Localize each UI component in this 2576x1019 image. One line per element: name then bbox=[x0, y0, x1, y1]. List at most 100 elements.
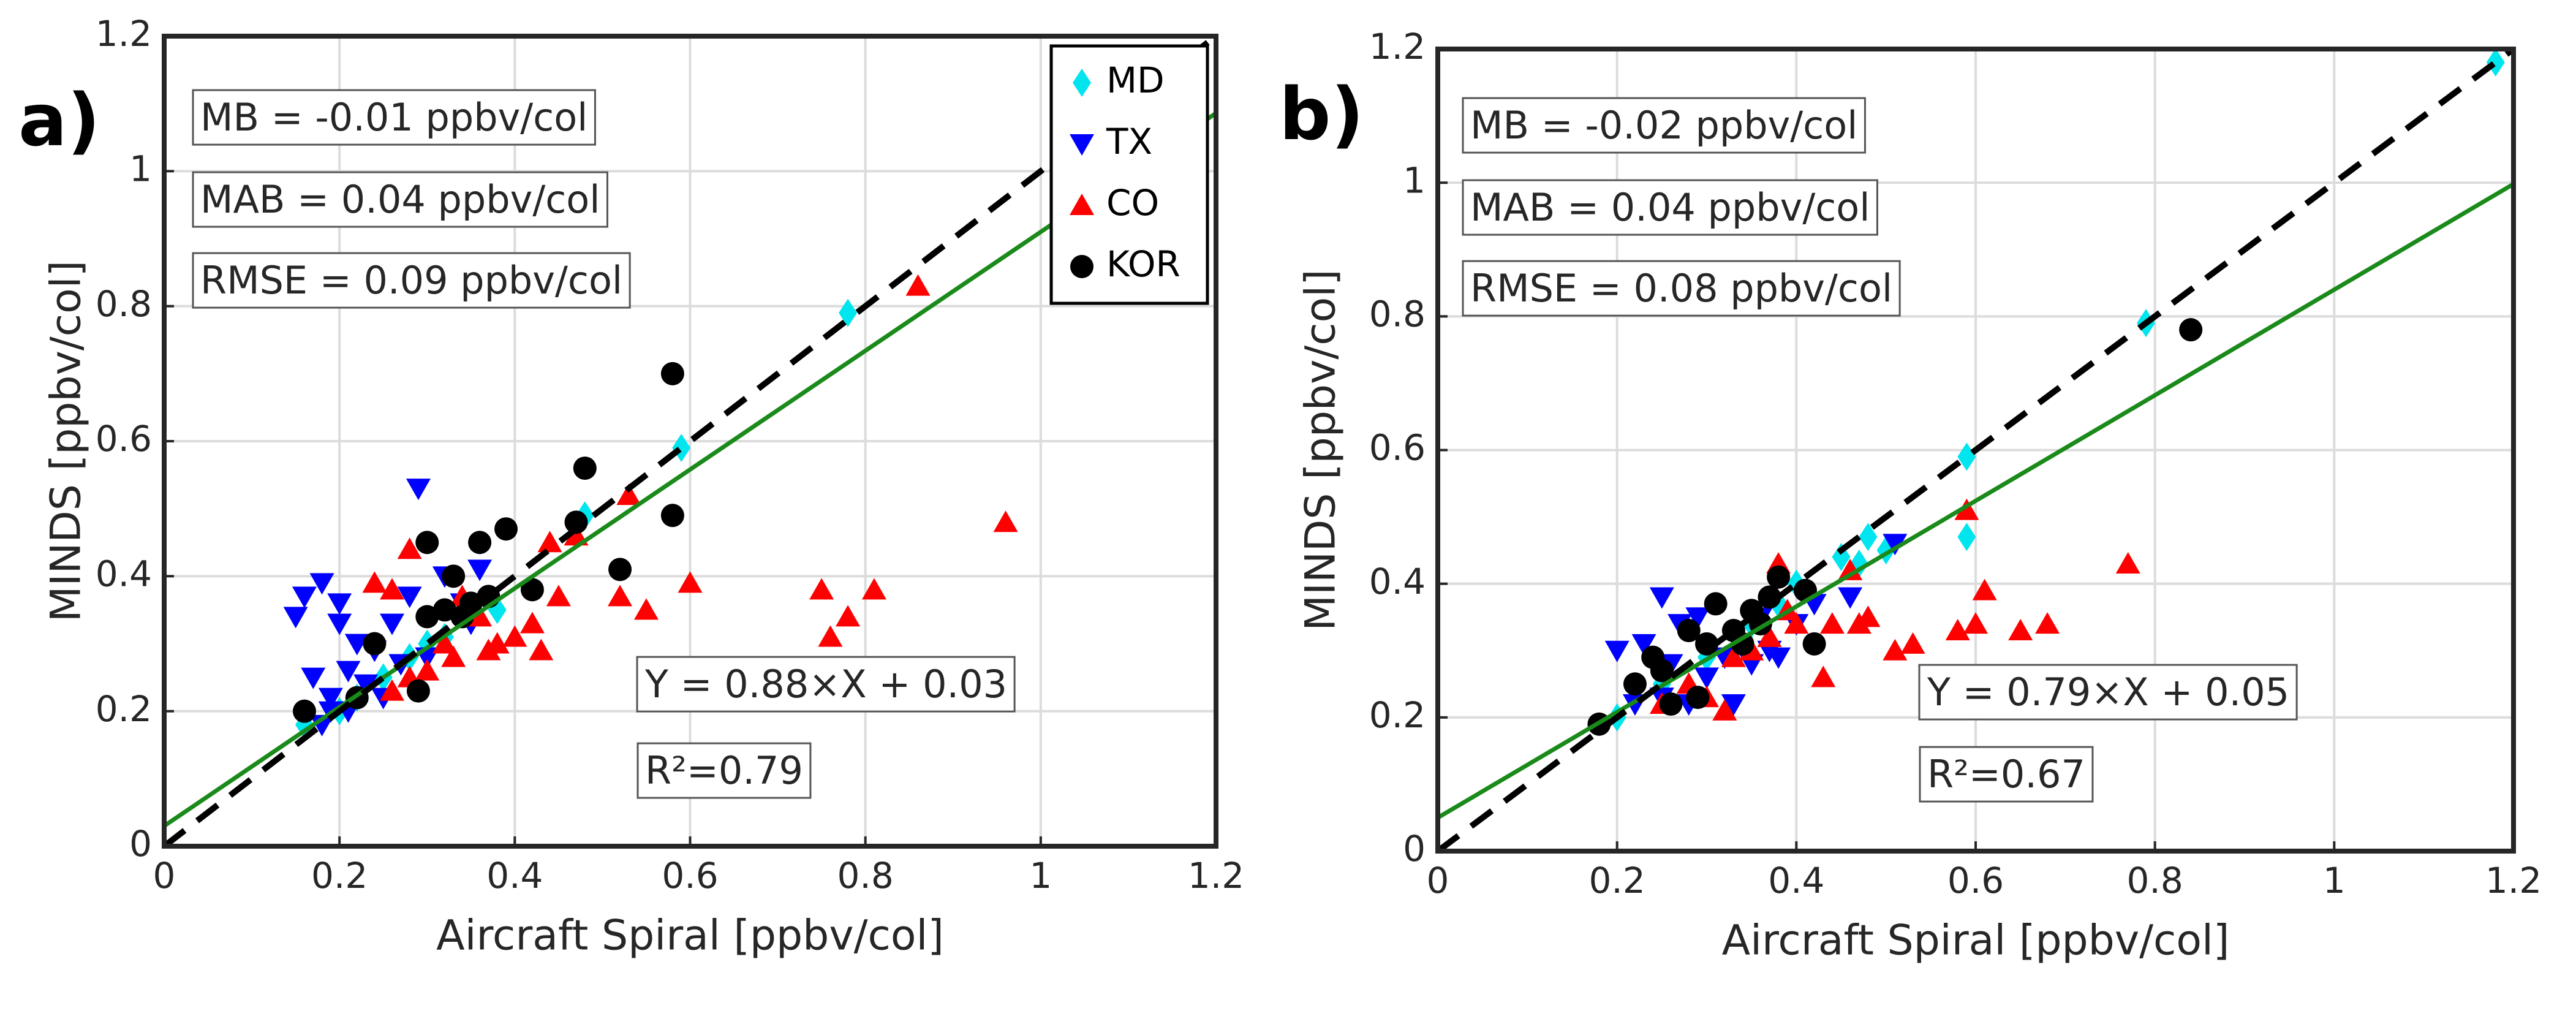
marker bbox=[1677, 619, 1701, 643]
marker bbox=[1802, 632, 1826, 656]
marker bbox=[1070, 255, 1093, 278]
annotation: MB = -0.02 ppbv/col bbox=[1470, 103, 1857, 148]
marker bbox=[476, 638, 501, 661]
marker bbox=[362, 571, 387, 593]
marker bbox=[633, 598, 659, 620]
marker bbox=[1957, 442, 1976, 471]
annotation: R²=0.79 bbox=[645, 748, 803, 793]
marker bbox=[336, 661, 361, 683]
marker bbox=[1767, 565, 1791, 589]
marker bbox=[467, 605, 493, 627]
marker bbox=[441, 645, 466, 667]
marker bbox=[1070, 134, 1094, 156]
marker bbox=[660, 362, 684, 385]
panel: 0 0.2 0.4 0.6 0.8 1 1.2 0 0.2 0.4 0.6 0.8 1 1.2 Aircra… bbox=[1279, 26, 2542, 964]
annotation-box bbox=[192, 89, 596, 146]
y-tick-label: 0 bbox=[1403, 828, 1426, 869]
marker bbox=[608, 558, 632, 581]
marker bbox=[406, 679, 430, 703]
x-tick-label: 0.2 bbox=[311, 855, 368, 896]
annotation-box bbox=[192, 252, 631, 309]
marker bbox=[836, 605, 861, 627]
y-tick-label: 1.2 bbox=[96, 13, 152, 55]
annotation-box bbox=[636, 656, 1016, 713]
marker bbox=[1972, 578, 1997, 600]
marker bbox=[546, 585, 571, 607]
marker bbox=[380, 613, 405, 635]
marker bbox=[2035, 612, 2060, 634]
marker bbox=[1721, 694, 1746, 716]
x-tick-label: 1 bbox=[2323, 860, 2346, 901]
marker bbox=[1650, 659, 1674, 683]
y-axis-label: MINDS [ppbv/col] bbox=[1297, 269, 1345, 631]
annotation-box bbox=[636, 742, 812, 799]
marker bbox=[1070, 194, 1094, 215]
marker bbox=[2179, 318, 2203, 342]
y-tick-label: 0.4 bbox=[1369, 561, 1426, 602]
y-tick-label: 0.6 bbox=[1369, 427, 1426, 469]
y-tick-label: 0.4 bbox=[96, 553, 152, 594]
marker bbox=[1704, 592, 1728, 616]
marker bbox=[415, 659, 440, 681]
marker bbox=[1883, 638, 1908, 661]
marker bbox=[397, 537, 422, 559]
marker bbox=[818, 625, 843, 647]
annotation: MAB = 0.04 ppbv/col bbox=[200, 177, 600, 222]
x-axis-label: Aircraft Spiral [ppbv/col] bbox=[436, 912, 944, 960]
marker bbox=[1649, 587, 1674, 609]
marker bbox=[1811, 665, 1836, 688]
marker bbox=[415, 531, 439, 555]
annotation: RMSE = 0.08 ppbv/col bbox=[1470, 266, 1892, 311]
x-tick-label: 1.2 bbox=[2485, 860, 2542, 901]
marker bbox=[1073, 69, 1091, 97]
marker bbox=[672, 434, 691, 463]
marker bbox=[2115, 551, 2140, 574]
x-tick-label: 0 bbox=[1427, 860, 1449, 901]
annotation-box bbox=[1462, 179, 1878, 236]
marker bbox=[380, 679, 405, 701]
marker bbox=[363, 632, 387, 656]
y-axis-label: MINDS [ppbv/col] bbox=[42, 260, 91, 622]
annotation-box bbox=[1462, 260, 1901, 317]
y-tick-label: 0 bbox=[129, 823, 152, 865]
marker bbox=[1766, 647, 1791, 669]
x-tick-label: 0 bbox=[153, 855, 176, 896]
plot-area bbox=[1438, 49, 2514, 851]
marker bbox=[442, 564, 466, 588]
annotation-box bbox=[1918, 664, 2298, 721]
marker bbox=[309, 573, 334, 595]
marker bbox=[301, 667, 326, 689]
marker bbox=[1604, 640, 1630, 662]
marker bbox=[839, 298, 858, 327]
x-tick-label: 0.4 bbox=[486, 855, 543, 896]
marker bbox=[1954, 498, 1979, 520]
marker bbox=[309, 714, 334, 737]
annotation-box bbox=[1919, 746, 2094, 803]
marker bbox=[327, 613, 352, 635]
annotation: MAB = 0.04 ppbv/col bbox=[1470, 185, 1870, 230]
x-tick-label: 0.6 bbox=[662, 855, 718, 896]
marker bbox=[1957, 523, 1976, 551]
reference-line bbox=[1438, 49, 2514, 851]
marker bbox=[861, 578, 886, 600]
marker bbox=[292, 586, 317, 608]
marker bbox=[1838, 587, 1863, 609]
marker bbox=[318, 688, 343, 710]
y-tick-label: 0.8 bbox=[1369, 293, 1426, 335]
marker bbox=[468, 531, 492, 555]
marker bbox=[380, 578, 405, 600]
marker bbox=[529, 638, 554, 661]
marker bbox=[1631, 634, 1656, 656]
marker bbox=[1686, 686, 1710, 710]
marker bbox=[905, 274, 931, 296]
annotation: Y = 0.88×X + 0.03 bbox=[644, 662, 1007, 706]
marker bbox=[1819, 612, 1845, 634]
marker bbox=[1721, 645, 1746, 667]
plot-area bbox=[164, 36, 1216, 846]
marker bbox=[1883, 534, 1908, 556]
x-tick-label: 1.2 bbox=[1188, 855, 1244, 896]
marker bbox=[1731, 632, 1754, 656]
marker bbox=[573, 456, 597, 480]
marker bbox=[1945, 619, 1970, 641]
